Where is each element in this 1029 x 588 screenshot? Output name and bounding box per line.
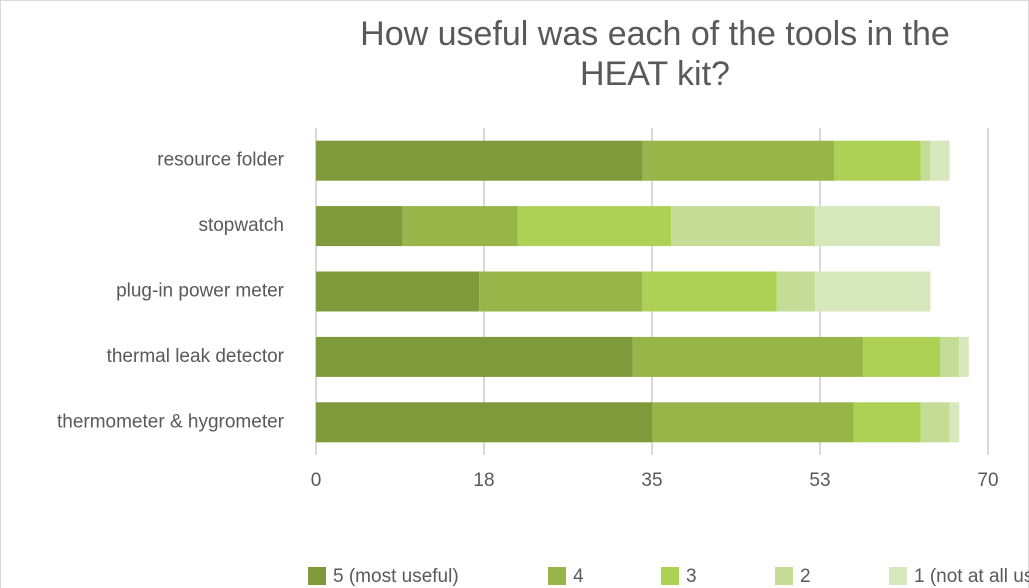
- bar-segment: [316, 271, 480, 312]
- bar-segment: [671, 206, 816, 247]
- bar-segment: [632, 336, 864, 377]
- bar-segment: [959, 336, 969, 377]
- bar-segment: [920, 140, 931, 181]
- legend-swatch: [889, 567, 907, 585]
- x-tick-label: 0: [311, 470, 322, 491]
- bar-segment: [815, 271, 931, 312]
- legend-label: 2: [800, 566, 811, 587]
- chart-title: How useful was each of the tools in the …: [360, 15, 950, 93]
- bar-segment: [316, 140, 643, 181]
- bar-segment: [940, 336, 960, 377]
- x-tick-label: 35: [641, 470, 662, 491]
- bar-segment: [479, 271, 643, 312]
- y-tick-label: thermal leak detector: [107, 346, 285, 367]
- y-tick-label: plug-in power meter: [116, 281, 285, 302]
- y-tick-label: thermometer & hygrometer: [57, 411, 285, 432]
- bar-segment: [402, 206, 518, 247]
- legend-label: 3: [686, 566, 697, 587]
- bar-segment: [949, 402, 960, 443]
- legend-swatch: [548, 567, 566, 585]
- legend-label: 5 (most useful): [333, 566, 459, 587]
- bar-segment: [815, 206, 940, 247]
- legend-label: 4: [573, 566, 584, 587]
- legend-swatch: [661, 567, 679, 585]
- bar-segment: [834, 140, 921, 181]
- legend-swatch: [775, 567, 793, 585]
- x-tick-label: 70: [977, 470, 998, 491]
- bar-segment: [776, 271, 816, 312]
- y-tick-label: resource folder: [157, 150, 284, 171]
- x-tick-label: 53: [809, 470, 830, 491]
- x-tick-label: 18: [473, 470, 494, 491]
- bar-segment: [316, 402, 652, 443]
- bar-segment: [652, 402, 854, 443]
- bar-segment: [316, 336, 633, 377]
- bar-segment: [930, 140, 950, 181]
- bar-segment: [853, 402, 921, 443]
- bar-segment: [316, 206, 403, 247]
- bar-segment: [863, 336, 940, 377]
- y-tick-label: stopwatch: [198, 215, 284, 236]
- bar-segment: [920, 402, 950, 443]
- bar-segment: [642, 140, 835, 181]
- legend-label: 1 (not at all useful): [914, 566, 1029, 587]
- bar-segment: [517, 206, 672, 247]
- bar-segment: [642, 271, 777, 312]
- legend-swatch: [308, 567, 326, 585]
